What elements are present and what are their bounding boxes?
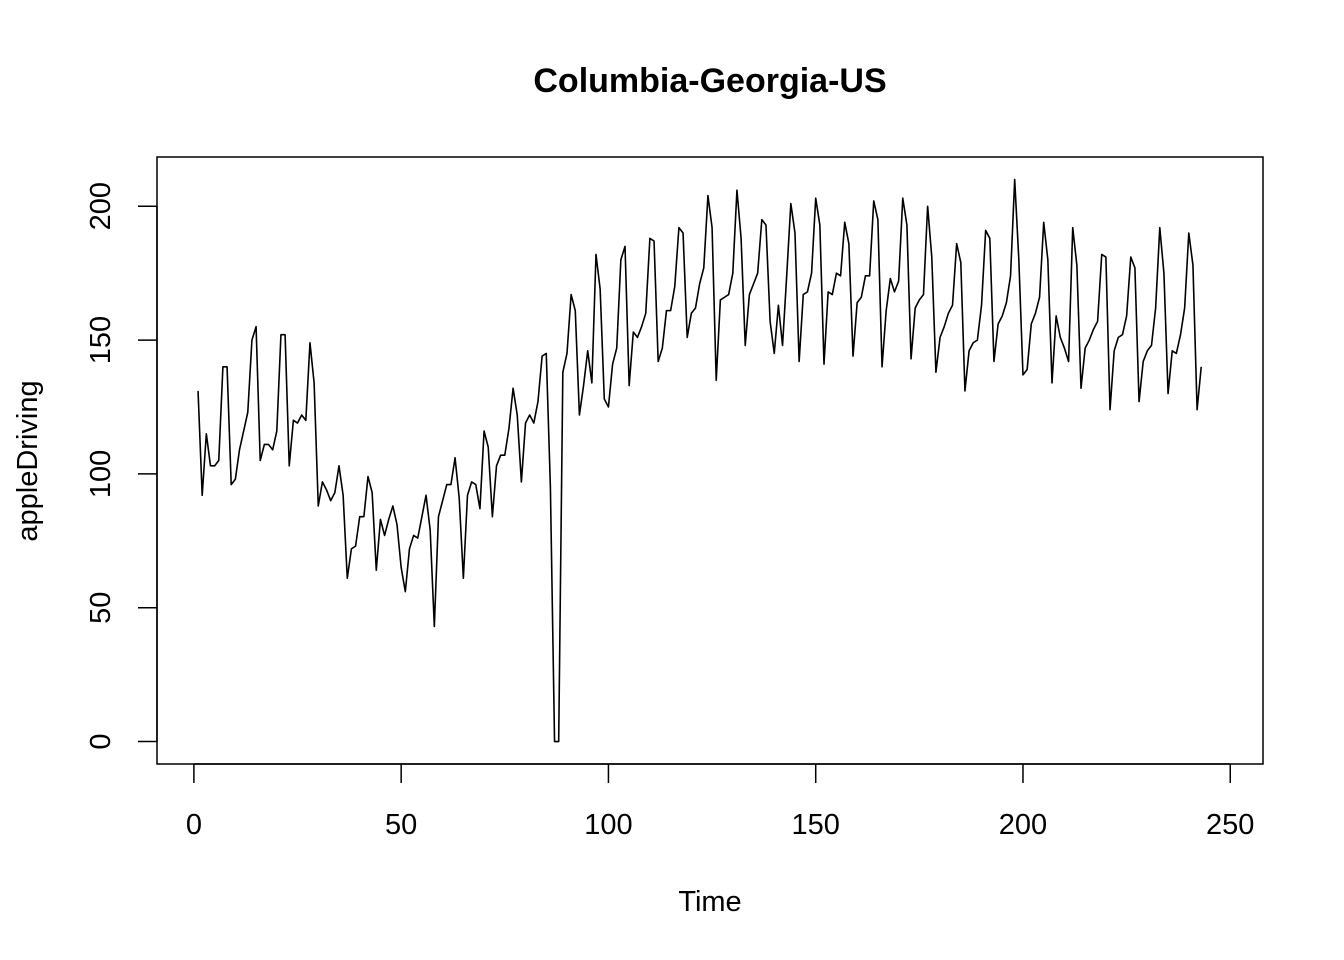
y-axis: 0 50 100 150 200 [85, 182, 158, 750]
y-axis-label: appleDriving [12, 380, 44, 541]
plot-frame [156, 156, 1264, 765]
chart-title: Columbia-Georgia-US [533, 62, 886, 100]
y-tick-label: 50 [85, 592, 117, 624]
x-tick-label: 200 [999, 809, 1047, 841]
x-axis: 0 50 100 150 200 250 [186, 763, 1254, 841]
x-tick-label: 150 [792, 809, 840, 841]
y-tick-label: 0 [85, 733, 117, 749]
x-tick-label: 50 [385, 809, 417, 841]
series-line [197, 178, 1203, 743]
x-axis-label: Time [678, 886, 741, 918]
y-tick-label: 150 [85, 316, 117, 364]
x-tick-label: 100 [584, 809, 632, 841]
x-tick-label: 250 [1206, 809, 1254, 841]
y-tick-label: 100 [85, 450, 117, 498]
y-tick-label: 200 [85, 182, 117, 230]
x-tick-label: 0 [186, 809, 202, 841]
